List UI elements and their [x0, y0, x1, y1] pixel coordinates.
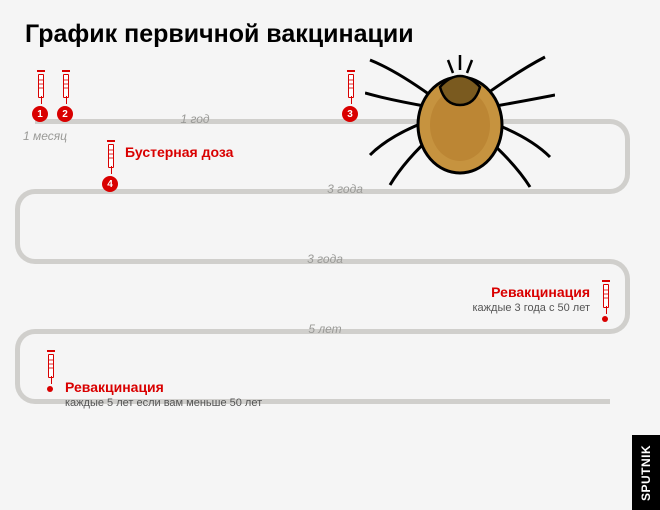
syringe-icon	[600, 284, 610, 314]
dose-number: 4	[102, 176, 118, 192]
time-label-3-years-b: 3 года	[307, 252, 343, 266]
dose-number: 3	[342, 106, 358, 122]
dose-number: 2	[57, 106, 73, 122]
dose-number: 1	[32, 106, 48, 122]
track-cap-left	[15, 329, 35, 404]
marker-dose-2: 2	[57, 74, 73, 122]
callout-sub: каждые 5 лет если вам меньше 50 лет	[65, 397, 262, 409]
track-cap-right	[610, 119, 630, 194]
callout-revacc-u50: Ревакцинация каждые 5 лет если вам меньш…	[65, 379, 262, 409]
track-cap-left	[15, 189, 35, 264]
tick-illustration	[365, 45, 555, 195]
time-label-1-month: 1 месяц	[23, 129, 67, 143]
track-cap-right	[610, 259, 630, 334]
time-label-1-year: 1 год	[180, 112, 209, 126]
syringe-icon	[345, 74, 355, 104]
callout-booster: Бустерная доза	[125, 144, 233, 160]
callout-sub: каждые 3 года с 50 лет	[470, 302, 590, 314]
callout-revacc-50: Ревакцинация каждые 3 года с 50 лет	[470, 284, 590, 314]
syringe-icon	[60, 74, 70, 104]
dot-icon	[602, 316, 608, 322]
callout-main: Бустерная доза	[125, 144, 233, 160]
marker-revaccination-50	[600, 284, 610, 322]
marker-dose-4: 4	[102, 144, 118, 192]
syringe-icon	[35, 74, 45, 104]
callout-main: Ревакцинация	[470, 284, 590, 300]
marker-dose-1: 1	[32, 74, 48, 122]
brand-tab: SPUTNIK	[632, 435, 660, 510]
syringe-icon	[105, 144, 115, 174]
callout-main: Ревакцинация	[65, 379, 262, 395]
dot-icon	[47, 386, 53, 392]
time-label-3-years-a: 3 года	[327, 182, 363, 196]
marker-revaccination-u50	[45, 354, 55, 392]
syringe-icon	[45, 354, 55, 384]
marker-dose-3: 3	[342, 74, 358, 122]
time-label-5-years: 5 лет	[308, 322, 341, 336]
